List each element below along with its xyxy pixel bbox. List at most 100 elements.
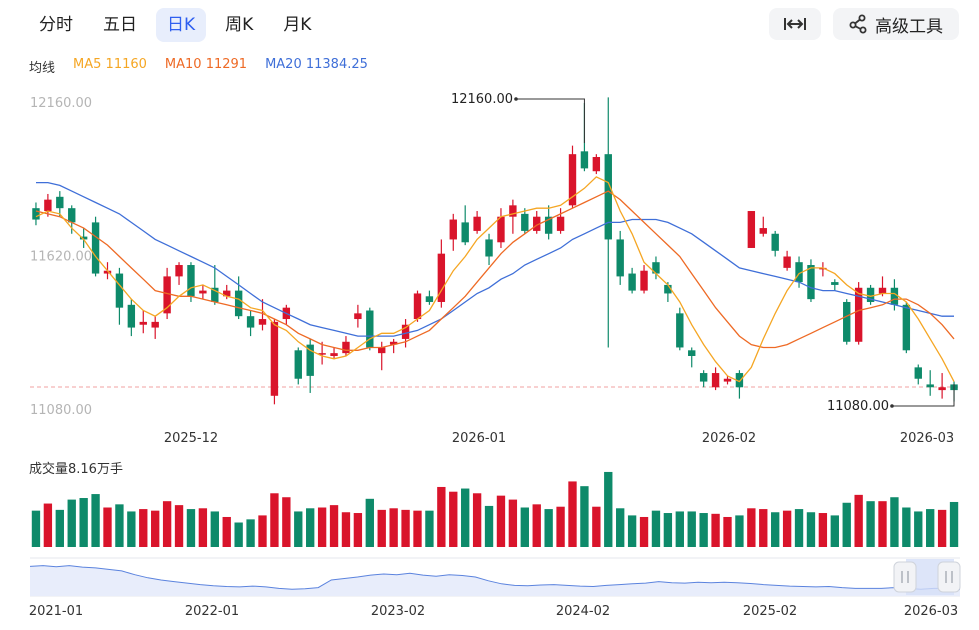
volume-bar [210, 511, 219, 547]
volume-bar [222, 516, 231, 547]
volume-bar [675, 511, 684, 547]
volume-bar [151, 510, 160, 547]
candle-body [533, 216, 541, 231]
candle-body [163, 276, 171, 314]
candle-body [866, 287, 875, 302]
candle-body [473, 216, 481, 231]
annotations: 12160.00 11080.00 [451, 92, 955, 414]
volume-bar [604, 471, 613, 547]
moving-averages [35, 176, 955, 383]
volume-bar [651, 510, 661, 547]
volume-bar [639, 516, 649, 547]
volume-bar [389, 508, 398, 547]
candle-body [318, 353, 326, 355]
volume-bar [914, 511, 923, 547]
volume-bars [31, 471, 959, 547]
volume-bar [425, 510, 434, 547]
candle-body [413, 293, 422, 320]
volume-bar [627, 515, 637, 547]
navigator-line [29, 565, 961, 590]
tab-monthly-k[interactable]: 月K [283, 15, 312, 35]
candle-body [521, 213, 529, 231]
candle-body [699, 373, 708, 382]
tool-nodes-icon [849, 14, 867, 34]
volume-bar [341, 512, 351, 547]
ma5-value: 11160 [105, 57, 147, 72]
candle-body [44, 199, 52, 212]
candle-body [795, 262, 803, 283]
range-toggle-button[interactable] [769, 8, 821, 40]
volume-bar [771, 512, 780, 547]
candle-body [425, 296, 434, 302]
tab-intraday[interactable]: 分时 [39, 15, 73, 35]
volume-bar [401, 509, 410, 547]
volume-bar [759, 509, 768, 547]
candle-body [592, 157, 601, 172]
volume-bar [711, 513, 720, 547]
volume-bar [663, 513, 673, 547]
tab-weekly-k[interactable]: 周K [225, 15, 254, 35]
navigator-axis-label: 2024-02 [556, 604, 610, 619]
candle-body [580, 151, 589, 169]
volume-bar [413, 510, 422, 547]
volume-bar [937, 509, 947, 547]
volume-bar [139, 509, 148, 547]
volume-bar [866, 501, 875, 547]
high-marker-line [516, 98, 585, 143]
low-marker-line [892, 384, 955, 407]
volume-bar [830, 515, 839, 547]
volume-bar [377, 509, 386, 547]
volume-bar [890, 497, 899, 547]
volume-bar [67, 499, 76, 547]
tab-daily-k[interactable]: 日K [156, 8, 207, 42]
price-tick-label: 11620.00 [30, 250, 92, 265]
candle-body [401, 324, 410, 339]
volume-bar [329, 505, 339, 547]
candle-body [223, 290, 231, 297]
navigator-right-handle [937, 561, 961, 593]
date-axis-label: 2026-02 [702, 431, 756, 446]
candle-body [556, 216, 565, 231]
volume-bar [186, 509, 196, 547]
navigator-axis-label: 2025-02 [743, 604, 797, 619]
navigator-axis-label: 2021-01 [29, 604, 83, 619]
candle-body [890, 287, 899, 305]
low-marker-label: 11080.00 [827, 399, 889, 414]
ma10-line [35, 190, 955, 351]
range-navigator[interactable]: 2021-01 2022-01 2023-02 2024-02 2025-02 2026-… [29, 557, 961, 619]
candle-body [652, 262, 660, 274]
volume-bar [43, 503, 53, 547]
volume-bar [508, 499, 518, 547]
volume-title: 成交量8.16万手 [29, 462, 123, 477]
advanced-tools-button[interactable]: 高级工具 [833, 8, 959, 40]
volume-bar [365, 498, 374, 547]
period-tabs: 分时 五日 日K 周K 月K [28, 8, 322, 42]
candle-body [258, 319, 267, 325]
ma-legend-label: 均线 [29, 61, 56, 76]
price-tick-label: 12160.00 [30, 96, 92, 111]
volume-bar [234, 522, 243, 547]
tab-five-day[interactable]: 五日 [103, 15, 137, 35]
candle-body [175, 265, 183, 277]
date-axis-label: 2026-03 [900, 431, 954, 446]
volume-bar [592, 506, 601, 547]
high-marker-dot [514, 97, 518, 101]
candle-body [676, 313, 684, 348]
candle-body [544, 216, 553, 234]
ma20-legend: MA20 11384.25 [265, 57, 368, 76]
candle-body [735, 373, 744, 388]
volume-bar [580, 486, 589, 547]
volume-bar [568, 481, 577, 547]
candle-body [211, 287, 219, 302]
navigator-axis-label: 2026-03 [904, 604, 958, 619]
candle-body [723, 378, 732, 382]
candle-body [330, 353, 338, 356]
volume-bar [103, 507, 112, 547]
candle-body [127, 304, 136, 328]
candle-body [509, 205, 517, 217]
low-marker-dot [890, 404, 894, 408]
candle-body [270, 321, 279, 396]
navigator-axis-label: 2023-02 [371, 604, 425, 619]
ma20-name: MA20 [265, 57, 302, 72]
